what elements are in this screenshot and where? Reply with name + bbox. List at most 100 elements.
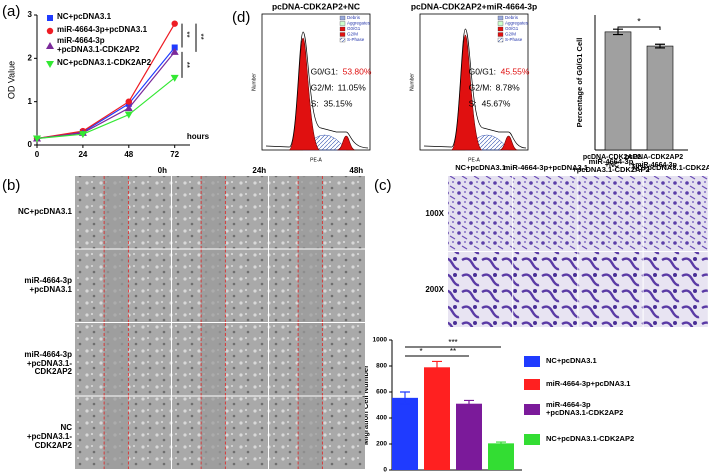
- stat-label: S:: [469, 98, 477, 108]
- flow-frame: [261, 13, 371, 151]
- marker: [124, 104, 133, 112]
- legend-swatch: [524, 404, 540, 415]
- error-bar: [464, 399, 474, 408]
- error-bar: [496, 441, 506, 446]
- series-line: [36, 77, 176, 140]
- bar: [424, 367, 450, 470]
- wound-gap: [201, 176, 226, 249]
- stat-label: G2/M:: [311, 82, 334, 92]
- legend-label: miR-4664-3p+pcDNA3.1: [57, 25, 148, 34]
- y-tick-label: 800: [376, 363, 387, 370]
- stat-value: 8.78%: [496, 82, 521, 92]
- sig-label: ***: [448, 338, 457, 347]
- legend-swatch: [524, 356, 540, 367]
- stat-value: 53.80%: [343, 66, 372, 76]
- flow-legend-swatch: [497, 37, 504, 43]
- bar: [604, 31, 632, 151]
- flow-xlabel: PE-A: [468, 157, 480, 163]
- sig-label: *: [637, 16, 641, 26]
- y-tick-label: 0: [28, 140, 33, 149]
- transwell-image: [578, 176, 643, 251]
- y-tick-label: 0: [383, 467, 387, 474]
- x-tick-label: 72: [170, 150, 179, 159]
- legend-swatch: [524, 379, 540, 390]
- legend-label: miR-4664-3p +pcDNA3.1-CDK2AP2: [57, 36, 140, 54]
- panel-label: (d): [232, 9, 250, 26]
- flow-legend-label: Debris: [347, 15, 361, 20]
- wound-gap: [298, 323, 323, 396]
- envelope: [423, 28, 527, 149]
- series-line: [36, 23, 176, 140]
- transwell-image: [448, 252, 513, 327]
- marker: [125, 98, 132, 105]
- y-tick-label: 1: [28, 97, 33, 106]
- row-label: 200X: [425, 285, 444, 294]
- transwell-image: [448, 176, 513, 251]
- flow-ylabel: Number: [251, 73, 257, 91]
- sig-label: **: [196, 34, 205, 40]
- g2-peak: [499, 135, 518, 151]
- y-tick-label: 200: [376, 441, 387, 448]
- sig-label: **: [182, 31, 191, 37]
- column-label: NC+pcDNA3.1: [455, 163, 506, 172]
- x-tick-label: pcDNA-CDK2AP2 +miR-4664-3p: [624, 154, 684, 169]
- wound-gap: [201, 396, 226, 469]
- legend-swatch: [524, 434, 540, 445]
- flow-legend-swatch: [339, 37, 346, 43]
- wound-gap: [298, 396, 323, 469]
- legend-label: miR-4664-3p+pcDNA3.1: [546, 379, 631, 388]
- legend-marker: [46, 61, 54, 68]
- sig-label: *: [419, 347, 422, 356]
- stat-label: S:: [311, 98, 319, 108]
- marker: [170, 74, 179, 82]
- series-line: [36, 51, 176, 140]
- legend-marker: [46, 42, 54, 49]
- wound-gap: [104, 396, 129, 469]
- panel-label: (c): [374, 177, 392, 194]
- flow-legend-swatch: [339, 15, 346, 21]
- column-label: miR-4664-3p+pcDNA3.1: [503, 163, 588, 172]
- column-label: miR-4664-3p +pcDNA3.1-CDK2AP2: [572, 157, 650, 175]
- stat-label: G0/G1:: [469, 66, 496, 76]
- marker: [170, 47, 179, 55]
- error-bar: [400, 391, 410, 405]
- flow-legend-swatch: [497, 21, 504, 26]
- flow-legend-label: Debris: [505, 15, 519, 20]
- column-label: 0h: [158, 166, 167, 175]
- stat-value: 45.67%: [482, 98, 511, 108]
- wound-gap: [298, 249, 323, 322]
- transwell-image: [578, 252, 643, 327]
- flow-title: pcDNA-CDK2AP2+NC: [272, 1, 360, 11]
- envelope: [265, 31, 369, 149]
- x-tick-label: 48: [124, 150, 133, 159]
- flow-legend-swatch: [497, 32, 504, 37]
- flow-legend-label: Aggregates: [505, 21, 529, 26]
- flow-title: pcDNA-CDK2AP2+miR-4664-3p: [411, 1, 537, 11]
- flow-legend-swatch: [497, 15, 504, 21]
- transwell-image: [513, 252, 578, 327]
- y-axis-label: Percentage of G0/G1 Cell: [575, 38, 584, 128]
- marker: [78, 131, 87, 139]
- sig-label: **: [450, 347, 456, 356]
- transwell-image: [513, 176, 578, 251]
- g2-peak: [337, 135, 356, 151]
- transwell-image: [643, 252, 708, 327]
- legend-marker: [47, 15, 53, 21]
- flow-legend-swatch: [497, 26, 504, 32]
- bar: [392, 397, 418, 470]
- stat-label: G2/M:: [469, 82, 492, 92]
- transwell-image: [643, 176, 708, 251]
- flow-legend-label: G0/G1: [505, 26, 519, 31]
- bar: [456, 403, 482, 470]
- flow-legend-swatch: [339, 21, 346, 26]
- row-label: NC +pcDNA3.1-CDK2AP2: [26, 423, 72, 450]
- row-label: miR-4664-3p +pcDNA3.1: [24, 276, 72, 295]
- x-tick-label: 0: [35, 150, 40, 159]
- wound-gap: [104, 249, 129, 322]
- wound-gap: [201, 323, 226, 396]
- column-label: 24h: [252, 166, 266, 175]
- marker: [171, 20, 178, 27]
- bar: [488, 443, 514, 470]
- stat-value: 45.55%: [501, 66, 530, 76]
